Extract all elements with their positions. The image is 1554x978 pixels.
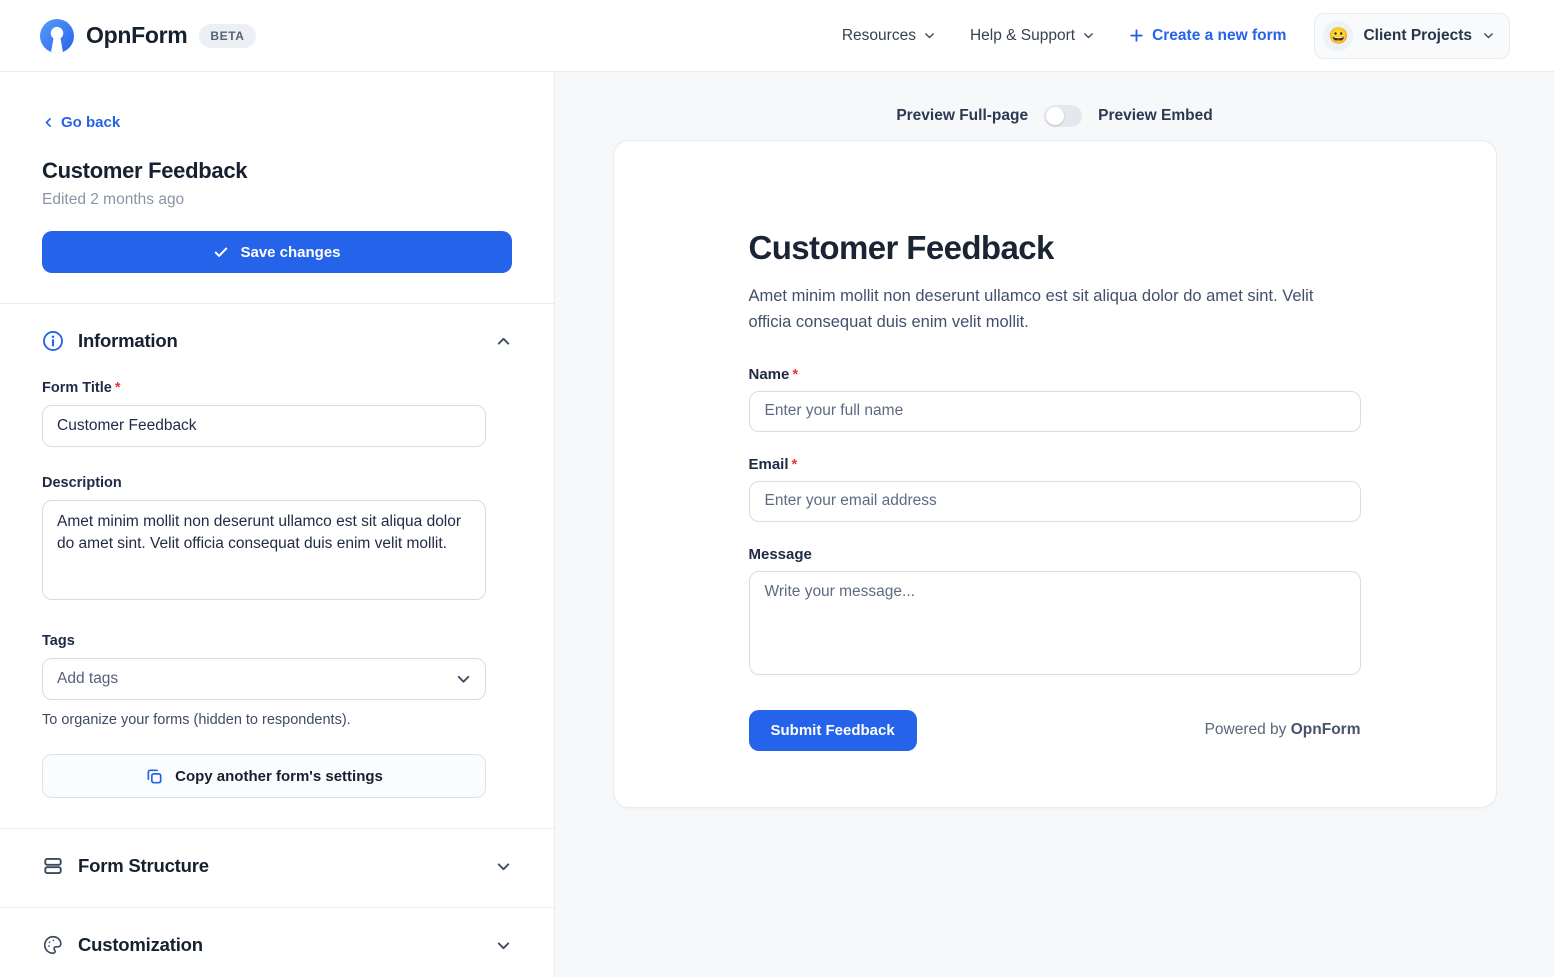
powered-by-prefix: Powered by [1204,721,1291,739]
form-preview-card: Customer Feedback Amet minim mollit non … [612,140,1497,808]
form-name-heading: Customer Feedback [42,158,248,183]
create-new-form-label: Create a new form [1152,26,1287,44]
chevron-down-icon [923,29,936,42]
app-header: OpnForm BETA Resources Help & Support Cr… [0,0,1554,72]
required-mark: * [114,380,121,396]
preview-name-input[interactable] [748,390,1361,432]
preview-mode-toggle-row: Preview Full-page Preview Embed [555,105,1554,127]
preview-message-label: Message [748,545,812,563]
description-label: Description [42,475,122,491]
section-customization: Customization [0,907,554,977]
preview-message-field: Message [748,545,1361,680]
powered-by-brand: OpnForm [1290,721,1361,739]
section-customization-header[interactable]: Customization [42,934,512,956]
brand-name: OpnForm [86,22,188,48]
description-textarea[interactable]: Amet minim mollit non deserunt ullamco e… [42,500,486,600]
section-information-title: Information [78,330,178,351]
opnform-logo-icon [40,18,74,53]
preview-name-label: Name * [749,366,1361,383]
preview-fullpage-label: Preview Full-page [896,107,1029,124]
nav-resources-label: Resources [841,26,916,44]
copy-icon [145,767,164,786]
preview-email-label-text: Email [748,455,789,473]
preview-mode-toggle[interactable] [1044,105,1083,127]
workspace-name: Client Projects [1363,26,1472,44]
go-back-label: Go back [61,114,121,131]
section-customization-title: Customization [78,934,203,955]
copy-form-settings-label: Copy another form's settings [175,767,383,785]
preview-form-description: Amet minim mollit non deserunt ullamco e… [748,287,1314,332]
section-form-structure-title: Form Structure [78,855,209,876]
chevron-down-icon[interactable] [455,671,472,688]
preview-message-textarea[interactable] [748,570,1361,675]
form-preview-area: Preview Full-page Preview Embed Customer… [555,72,1554,977]
check-icon [213,244,229,260]
save-changes-label: Save changes [240,243,341,261]
beta-badge: BETA [199,23,256,48]
preview-footer: Submit Feedback Powered by OpnForm [748,709,1361,751]
tags-help-text: To organize your forms (hidden to respon… [42,712,351,728]
create-new-form-button[interactable]: Create a new form [1129,27,1286,45]
go-back-link[interactable]: Go back [42,114,120,131]
form-title-label: Form Title * [42,380,486,396]
section-information: Information Form Title* Description Amet… [0,303,554,828]
required-mark: * [791,455,798,473]
preview-form-title: Customer Feedback [748,229,1055,266]
info-icon [42,330,64,352]
preview-name-label-text: Name [748,365,790,383]
form-title-field: Form Title * [42,380,486,447]
required-mark: * [792,365,799,383]
chevron-down-icon [495,858,512,875]
preview-email-field: Email * [748,456,1361,522]
form-settings-sidebar: Go back Customer Feedback Edited 2 month… [0,72,555,977]
section-form-structure-header[interactable]: Form Structure [42,855,512,877]
workspace-switcher[interactable]: 😀 Client Projects [1314,12,1510,59]
preview-email-label: Email * [749,456,1361,473]
chevron-down-icon [1482,29,1495,42]
preview-email-input[interactable] [748,480,1361,522]
section-form-structure: Form Structure [0,828,554,907]
powered-by: Powered by OpnForm [1205,721,1361,739]
save-changes-button[interactable]: Save changes [42,231,512,273]
tags-label: Tags [42,633,75,649]
chevron-left-icon [42,116,55,129]
tags-field: Tags To organize your forms (hidden to r… [42,633,486,728]
workspace-avatar: 😀 [1323,20,1354,51]
tags-input[interactable] [42,658,486,700]
preview-embed-label: Preview Embed [1098,107,1213,124]
top-nav: Resources Help & Support Create a new fo… [842,12,1510,59]
submit-feedback-button[interactable]: Submit Feedback [748,709,917,751]
nav-resources[interactable]: Resources [842,27,936,45]
chevron-down-icon [1082,29,1095,42]
description-field: Description Amet minim mollit non deseru… [42,475,486,605]
toggle-knob [1046,107,1065,125]
preview-name-field: Name * [748,366,1361,432]
copy-form-settings-button[interactable]: Copy another form's settings [42,754,486,798]
chevron-up-icon [495,333,512,350]
chevron-down-icon [495,937,512,954]
nav-help-label: Help & Support [969,26,1076,44]
form-title-input[interactable] [42,405,486,447]
nav-help-support[interactable]: Help & Support [970,27,1095,45]
rows-icon [42,855,64,877]
palette-icon [42,934,64,956]
brand[interactable]: OpnForm BETA [40,18,256,53]
plus-icon [1129,28,1144,43]
last-edited-text: Edited 2 months ago [42,191,185,208]
section-information-header[interactable]: Information [42,330,512,352]
form-title-label-text: Form Title [42,380,112,396]
